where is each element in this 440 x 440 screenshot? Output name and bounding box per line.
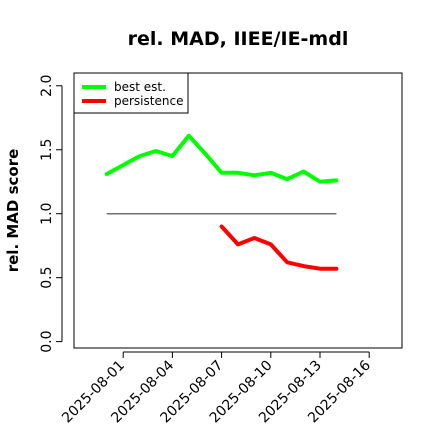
y-axis-label: rel. MAD score [4,149,22,273]
legend-box [73,72,189,114]
legend-label: persistence [114,94,183,108]
series-line-best-est [104,133,339,184]
y-tick-label: 0.5 [39,267,55,289]
legend-label: best est. [114,80,166,94]
x-axis: 2025-08-012025-08-042025-08-072025-08-10… [59,351,374,426]
y-tick-label: 0.0 [39,330,55,352]
plot-frame [73,72,403,349]
y-tick-label: 1.0 [39,203,55,225]
chart-title: rel. MAD, IIEE/IE-mdl [128,28,349,50]
series-line-persistence [219,224,339,271]
series-layer [104,133,339,271]
y-tick-label: 2.0 [39,75,55,97]
y-tick-label: 1.5 [39,139,55,161]
y-axis: 0.0 0.5 1.0 1.5 2.0 [39,75,63,353]
legend: best est.persistence [73,72,189,114]
